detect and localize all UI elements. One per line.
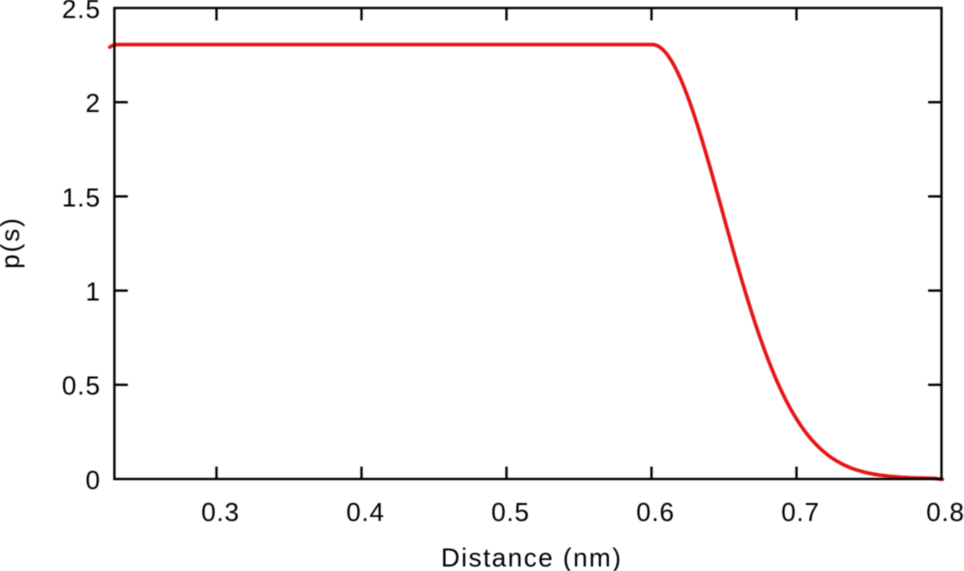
svg-text:0.6: 0.6 — [636, 497, 675, 527]
svg-text:0.4: 0.4 — [346, 497, 385, 527]
svg-text:p(s): p(s) — [0, 216, 25, 268]
svg-text:0.7: 0.7 — [781, 497, 820, 527]
svg-text:0.5: 0.5 — [62, 371, 101, 401]
svg-text:0.8: 0.8 — [926, 497, 964, 527]
svg-text:0.3: 0.3 — [201, 497, 240, 527]
svg-text:2.5: 2.5 — [62, 0, 101, 24]
svg-text:0.5: 0.5 — [491, 497, 530, 527]
svg-text:1: 1 — [86, 277, 101, 307]
svg-text:Distance (nm): Distance (nm) — [441, 542, 622, 571]
svg-text:0: 0 — [86, 465, 101, 495]
svg-text:1.5: 1.5 — [62, 182, 101, 212]
svg-text:2: 2 — [86, 88, 101, 118]
